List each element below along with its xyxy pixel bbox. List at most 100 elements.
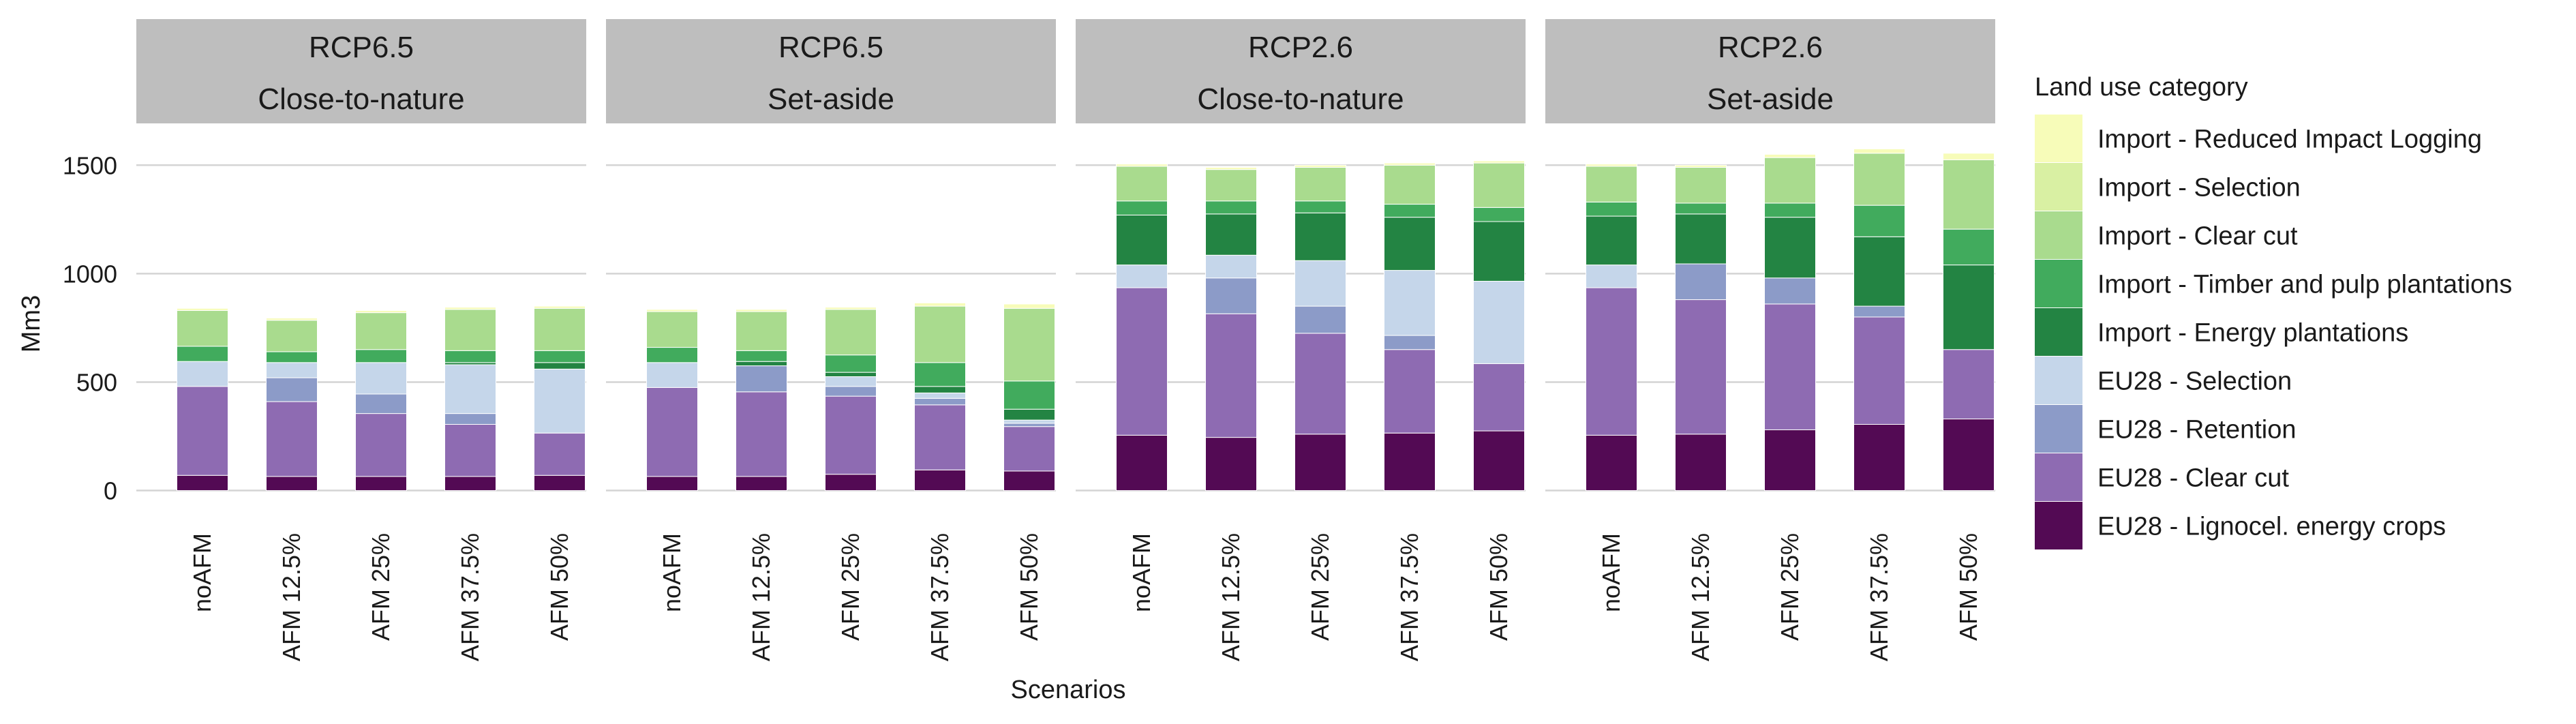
- bar-segment: [646, 309, 698, 312]
- bar-segment: [444, 350, 496, 363]
- bar-segment: [177, 346, 228, 362]
- bar-segment: [1764, 202, 1816, 218]
- bar-segment: [266, 318, 318, 321]
- bar-segment: [736, 476, 787, 492]
- bar-segment: [1384, 162, 1436, 166]
- bar-segment: [1003, 470, 1055, 492]
- legend-label: Import - Selection: [2097, 174, 2301, 202]
- legend-item: EU28 - Retention: [2035, 405, 2297, 453]
- legend-item: EU28 - Clear cut: [2035, 453, 2289, 501]
- bar-segment: [1853, 236, 1905, 307]
- bar-segment: [355, 413, 407, 477]
- bar-segment: [1003, 423, 1055, 427]
- bar-segment: [1205, 254, 1257, 279]
- bar-segment: [1205, 169, 1257, 202]
- bar-segment: [825, 355, 877, 373]
- bar-segment: [444, 476, 496, 492]
- bar-segment: [534, 368, 586, 434]
- bar-segment: [914, 404, 966, 470]
- bar-segment: [1853, 205, 1905, 237]
- legend-swatch: [2035, 163, 2082, 211]
- bar-segment: [914, 302, 966, 307]
- bar-segment: [534, 305, 586, 309]
- facet-panel: RCP2.6 Set-aside noAFM AFM 12.5% AFM 25% AFM …: [1545, 19, 1995, 661]
- bar-segment: [1675, 213, 1727, 265]
- legend-label: Import - Reduced Impact Logging: [2097, 125, 2482, 154]
- bar-segment: [1943, 419, 1995, 492]
- bar-segment: [1205, 437, 1257, 492]
- bar-segment: [1116, 166, 1168, 202]
- bar-segment: [1384, 270, 1436, 336]
- bar-segment: [1853, 424, 1905, 492]
- y-axis-title: Mm3: [17, 295, 46, 352]
- legend-item: EU28 - Lignocel. energy crops: [2035, 502, 2446, 549]
- bar-segment: [1294, 260, 1346, 307]
- legend-item: EU28 - Selection: [2035, 357, 2292, 404]
- legend-label: Import - Clear cut: [2097, 222, 2298, 251]
- x-tick-label: AFM 50%: [545, 533, 573, 641]
- bar-segment: [1205, 277, 1257, 314]
- facet-strip-label: RCP2.6: [1248, 31, 1353, 64]
- bar-segment: [444, 413, 496, 425]
- legend-swatch: [2035, 260, 2082, 307]
- bar-segment: [355, 349, 407, 363]
- bar-segment: [736, 365, 787, 393]
- panels-layer: RCP6.5 Close-to-nature noAFM AFM 12.5% AFM 2…: [136, 19, 1995, 661]
- facet-strip: [606, 19, 1056, 123]
- bar-segment: [1294, 434, 1346, 492]
- bar-segment: [1853, 148, 1905, 154]
- bar-segment: [1586, 201, 1637, 217]
- bar-segment: [1473, 207, 1525, 222]
- x-tick-label: noAFM: [1597, 533, 1625, 612]
- x-tick-label: AFM 25%: [836, 533, 864, 641]
- bar-segment: [266, 377, 318, 402]
- bar-segment: [646, 476, 698, 492]
- bar-segment: [355, 393, 407, 414]
- x-tick-label: noAFM: [188, 533, 216, 612]
- bar-segment: [355, 312, 407, 350]
- legend-swatch: [2035, 453, 2082, 501]
- bar-segment: [1116, 265, 1168, 288]
- bar-segment: [444, 307, 496, 310]
- bar-segment: [1586, 434, 1637, 492]
- x-tick-label: AFM 12.5%: [747, 533, 775, 661]
- bar-segment: [1473, 162, 1525, 208]
- bar-segment: [1586, 166, 1637, 202]
- bar-segment: [646, 387, 698, 477]
- legend-swatch: [2035, 115, 2082, 162]
- bar-segment: [1294, 212, 1346, 261]
- y-tick-label: 1000: [63, 260, 117, 288]
- bar-segment: [1764, 277, 1816, 305]
- bar-segment: [1853, 305, 1905, 318]
- x-tick-label: AFM 37.5%: [456, 533, 484, 661]
- legend: Land use category Import - Reduced Impac…: [2035, 73, 2512, 549]
- bar-segment: [444, 309, 496, 351]
- facet-strip-label: RCP6.5: [309, 31, 414, 64]
- bar-segment: [825, 309, 877, 356]
- bar-segment: [444, 424, 496, 477]
- bar-segment: [1943, 265, 1995, 350]
- bar-segment: [1384, 432, 1436, 492]
- x-tick-label: AFM 25%: [1306, 533, 1334, 641]
- bar-segment: [1764, 153, 1816, 158]
- legend-item: Import - Timber and pulp plantations: [2035, 260, 2512, 307]
- legend-label: Import - Energy plantations: [2097, 319, 2408, 348]
- facet-strip-label: Set-aside: [1707, 82, 1834, 116]
- bar-segment: [736, 361, 787, 367]
- bar-segment: [1384, 204, 1436, 218]
- bar-segment: [355, 310, 407, 314]
- y-tick-label: 1500: [63, 151, 117, 179]
- bar-segment: [914, 392, 966, 399]
- x-tick-label: noAFM: [658, 533, 686, 612]
- legend-swatch: [2035, 357, 2082, 404]
- bar-segment: [1853, 316, 1905, 425]
- bar-segment: [177, 310, 228, 347]
- bar-segment: [1116, 200, 1168, 215]
- bar-segment: [1294, 200, 1346, 213]
- facet-strip: [136, 19, 586, 123]
- bar-segment: [1473, 363, 1525, 432]
- bar-segment: [1294, 305, 1346, 334]
- bar-segment: [736, 391, 787, 477]
- bar-segment: [1384, 164, 1436, 205]
- bar-segment: [1586, 265, 1637, 288]
